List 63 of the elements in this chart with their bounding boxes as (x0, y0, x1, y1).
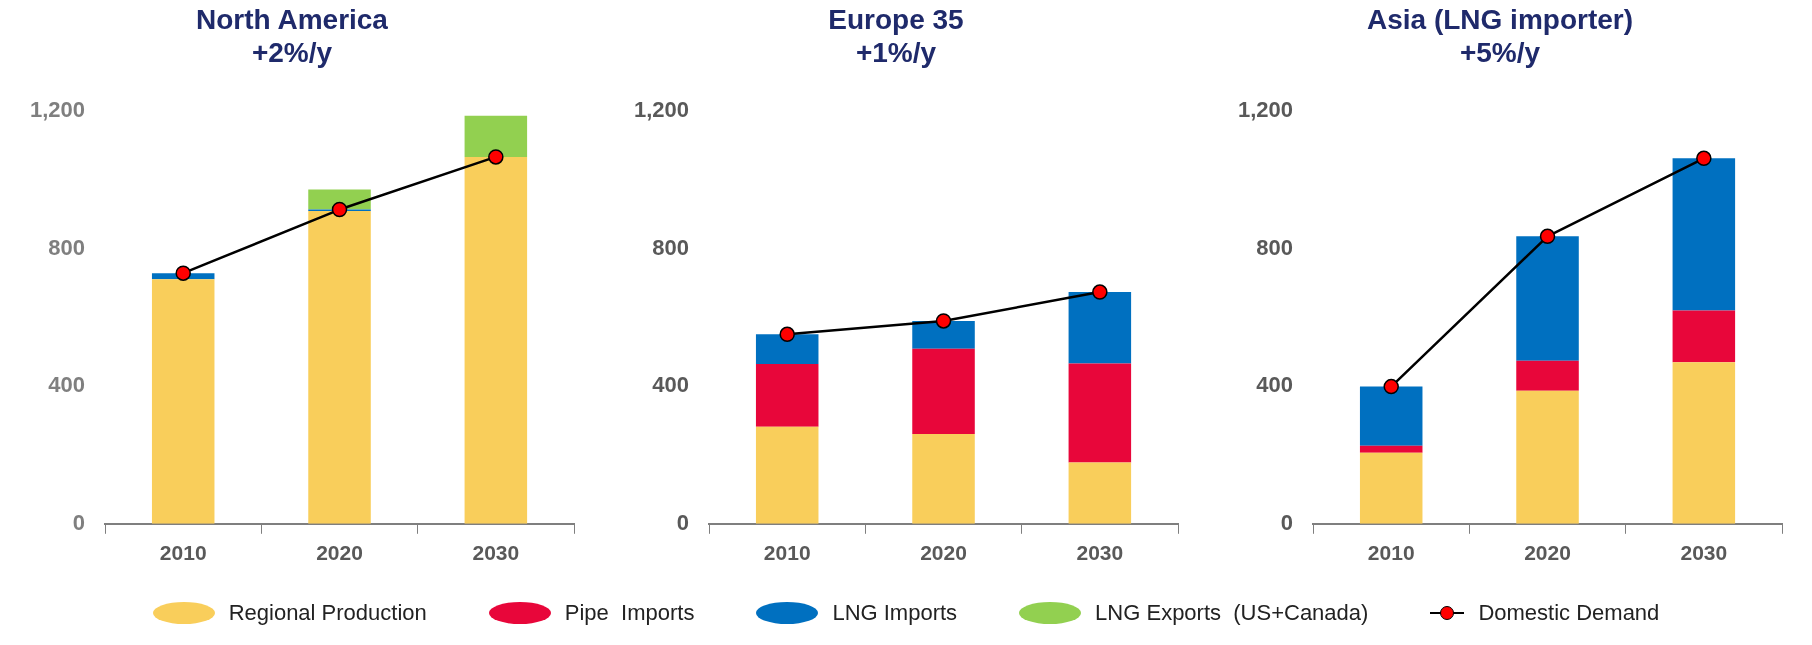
legend-label: Domestic Demand (1478, 599, 1660, 626)
point (1539, 228, 1556, 245)
point (1092, 284, 1108, 300)
y-tick-label: 0 (72, 509, 86, 535)
point (1383, 378, 1399, 395)
bar (755, 426, 819, 524)
y-tick-label: 400 (652, 372, 690, 398)
bar (1516, 360, 1579, 391)
x-tick-label: 2030 (472, 541, 520, 565)
bar (912, 348, 975, 435)
legend-label: Regional Production (228, 599, 427, 626)
x-tick-label: 2010 (763, 541, 811, 565)
x-tick-label: 2020 (1524, 541, 1571, 565)
chart-subtitle: +1%/y (855, 37, 937, 69)
legend-label: Pipe Imports (564, 599, 695, 626)
y-tick-label: 1,200 (1237, 97, 1294, 123)
y-tick-label: 400 (48, 372, 86, 398)
chart-subtitle: +5%/y (1459, 37, 1541, 69)
y-tick-label: 1,200 (29, 97, 86, 123)
bar (912, 320, 975, 349)
x-tick-label: 2010 (1367, 541, 1415, 565)
x-tick-label: 2010 (159, 541, 207, 565)
y-tick-label: 1,200 (633, 97, 690, 123)
point (935, 313, 952, 329)
bar (1516, 236, 1579, 361)
chart-title: Europe 35 (828, 3, 964, 35)
bar (755, 363, 819, 427)
chart-title: Asia (LNG importer) (1366, 3, 1634, 35)
y-tick-label: 0 (1280, 509, 1294, 535)
bar (912, 434, 975, 524)
point (331, 201, 348, 218)
bar (1359, 452, 1423, 524)
bar (1068, 462, 1132, 524)
y-tick-label: 800 (48, 234, 86, 260)
bar (1516, 390, 1579, 524)
bar (1359, 445, 1423, 453)
legend-label: LNG Exports (US+Canada) (1095, 599, 1369, 626)
x-tick-label: 2020 (316, 541, 363, 565)
y-tick-label: 0 (676, 509, 690, 535)
chart-title: North America (196, 3, 389, 35)
bar (464, 115, 528, 157)
x-tick-label: 2020 (920, 541, 967, 565)
point (779, 326, 795, 343)
bar (1672, 362, 1736, 524)
y-tick-label: 400 (1256, 372, 1294, 398)
bar (1359, 386, 1423, 446)
y-tick-label: 800 (652, 234, 690, 260)
x-tick-label: 2030 (1076, 541, 1124, 565)
point (1696, 150, 1712, 167)
point (175, 265, 191, 281)
bar (1068, 363, 1132, 463)
point (488, 149, 504, 165)
bar (464, 156, 528, 524)
bar (1068, 292, 1132, 364)
bar (1672, 158, 1736, 311)
x-tick-label: 2030 (1680, 541, 1728, 565)
bar (1672, 310, 1736, 363)
chart-subtitle: +2%/y (251, 37, 333, 69)
bar (151, 279, 215, 524)
legend-label: LNG Imports (832, 599, 958, 626)
bar (308, 210, 371, 524)
bar (755, 334, 819, 364)
y-tick-label: 800 (1256, 234, 1294, 260)
